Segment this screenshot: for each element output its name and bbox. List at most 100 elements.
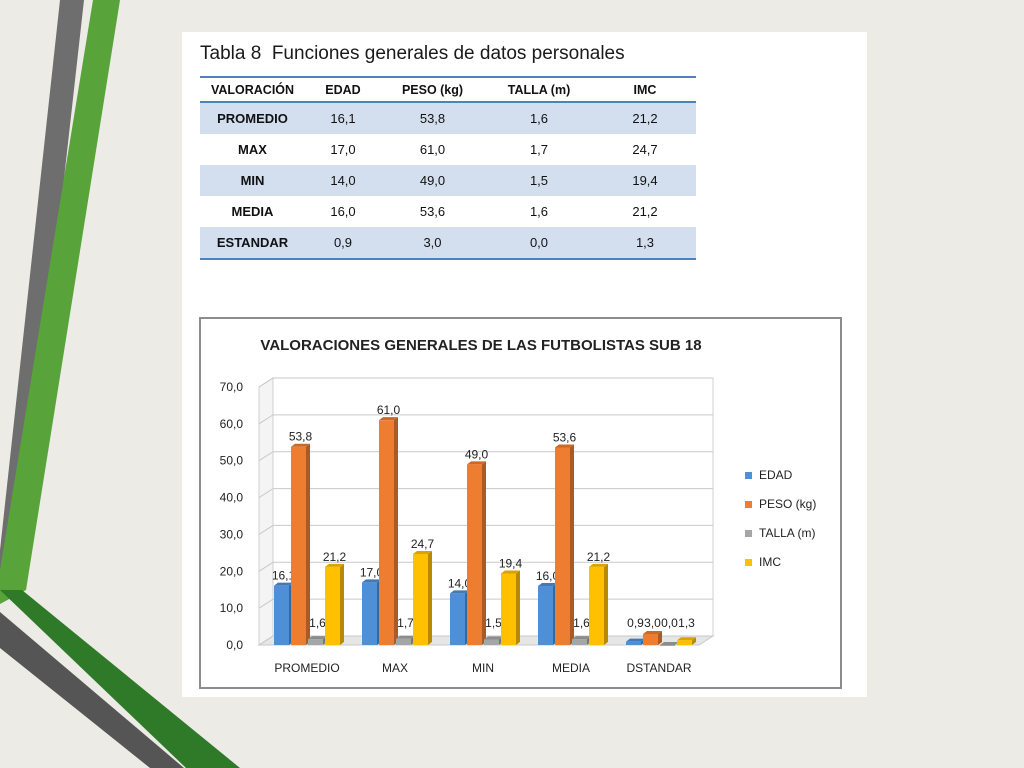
document-image: Tabla 8 Funciones generales de datos per… <box>182 32 867 697</box>
row-label: MIN <box>200 165 305 196</box>
bar-imc-media <box>589 566 604 645</box>
table-cell: 1,7 <box>529 142 549 157</box>
bar-top <box>467 461 486 465</box>
bar-imc-min <box>501 573 516 645</box>
bar-talla-m--dstandar <box>660 645 675 646</box>
bar-top <box>538 583 557 587</box>
header-cell: EDAD <box>305 76 381 103</box>
table-cell: 3,0 <box>381 227 484 260</box>
bar-imc-promedio <box>325 566 340 645</box>
bar-side <box>658 630 662 645</box>
y-tick-label: 70,0 <box>220 380 244 394</box>
bar-edad-dstandar <box>626 641 641 645</box>
data-label: 3,0 <box>644 616 661 630</box>
bar-chart: VALORACIONES GENERALES DE LAS FUTBOLISTA… <box>220 337 817 675</box>
row-label: ESTANDAR <box>200 227 305 260</box>
bar-talla-m--media <box>572 639 587 645</box>
data-label: 1,6 <box>573 616 590 630</box>
data-label: 1,3 <box>678 616 695 630</box>
y-tick-label: 10,0 <box>220 601 244 615</box>
row-label: MEDIA <box>231 204 274 219</box>
bar-top <box>450 590 469 594</box>
data-label: 1,7 <box>397 616 414 630</box>
table-title: Tabla 8 Funciones generales de datos per… <box>200 43 625 64</box>
bar-talla-m--min <box>484 639 499 645</box>
bar-edad-min <box>450 593 465 645</box>
table-cell: 1,6 <box>484 102 594 134</box>
bar-side <box>394 417 398 645</box>
y-tick-label: 60,0 <box>220 417 244 431</box>
y-tick-label: 20,0 <box>220 564 244 578</box>
table-cell: 53,8 <box>381 102 484 134</box>
bar-top <box>677 637 696 641</box>
table-cell: 17,0 <box>330 142 356 157</box>
table-cell: 16,0 <box>330 204 356 219</box>
bar-top <box>308 636 327 640</box>
table-cell: 21,2 <box>594 102 696 134</box>
data-label: 16,0 <box>536 569 560 583</box>
row-label: PROMEDIO <box>200 102 305 134</box>
bar-edad-max <box>362 582 377 645</box>
table-cell: 61,0 <box>419 142 446 157</box>
header-cell: VALORACIÓN <box>200 76 305 103</box>
legend-label: EDAD <box>759 468 793 482</box>
chart-frame: VALORACIONES GENERALES DE LAS FUTBOLISTA… <box>199 317 842 689</box>
x-tick-label: PROMEDIO <box>274 661 339 675</box>
table-row: MEDIA 16,0 53,6 1,6 21,2 <box>200 196 696 227</box>
bar-side <box>570 444 574 645</box>
legend-swatch <box>745 472 752 479</box>
bar-side <box>604 563 608 645</box>
table-cell: 14,0 <box>305 165 381 196</box>
legend-swatch <box>745 559 752 566</box>
gridline <box>258 377 713 388</box>
table-cell: 49,0 <box>381 165 484 196</box>
bar-peso-kg--promedio <box>291 446 306 645</box>
x-tick-label: MIN <box>472 661 494 675</box>
data-label: 24,7 <box>411 537 435 551</box>
chart-back-wall <box>272 377 714 637</box>
bar-side <box>692 637 696 645</box>
data-label: 14,0 <box>448 576 472 590</box>
legend-label: IMC <box>759 555 781 569</box>
legend-label: TALLA (m) <box>759 526 815 540</box>
x-tick-label: MEDIA <box>552 661 590 675</box>
bar-top <box>325 563 344 567</box>
bar-peso-kg--max <box>379 420 394 645</box>
bar-side <box>516 570 520 645</box>
bar-peso-kg--dstandar <box>643 633 658 645</box>
data-label: 0,0 <box>661 616 678 630</box>
y-tick-label: 0,0 <box>226 638 243 652</box>
table-cell: 21,2 <box>632 204 658 219</box>
table-cell: 53,6 <box>419 204 446 219</box>
table-cell: 0,0 <box>484 227 594 260</box>
bar-top <box>484 636 503 640</box>
bar-top <box>626 638 645 642</box>
y-tick-label: 30,0 <box>220 527 244 541</box>
data-label: 21,2 <box>323 550 347 564</box>
chart-title: VALORACIONES GENERALES DE LAS FUTBOLISTA… <box>260 337 701 354</box>
data-table: VALORACIÓN EDAD PESO (kg) TALLA (m) IMC … <box>200 76 696 260</box>
data-label: 49,0 <box>465 447 489 461</box>
table-cell: 1,6 <box>529 204 549 219</box>
bar-peso-kg--min <box>467 464 482 645</box>
header-cell: TALLA (m) <box>484 76 594 103</box>
bar-peso-kg--media <box>555 447 570 645</box>
data-label: 19,4 <box>499 556 523 570</box>
header-cell: PESO (kg) <box>381 76 484 103</box>
header-cell: IMC <box>594 76 696 103</box>
data-label: 1,6 <box>309 616 326 630</box>
data-label: 53,8 <box>289 430 313 444</box>
data-label: 61,0 <box>377 403 401 417</box>
bar-top <box>291 443 310 447</box>
bar-top <box>413 550 432 554</box>
bar-top <box>660 642 679 645</box>
table-row: PROMEDIO 16,1 53,8 1,6 21,2 <box>200 102 696 134</box>
table-cell: 24,7 <box>632 142 658 157</box>
bar-side <box>306 443 310 645</box>
data-label: 16,1 <box>272 569 296 583</box>
table-cell: 0,9 <box>305 227 381 260</box>
bar-talla-m--max <box>396 638 411 645</box>
bar-top <box>572 636 591 640</box>
y-tick-label: 40,0 <box>220 491 244 505</box>
